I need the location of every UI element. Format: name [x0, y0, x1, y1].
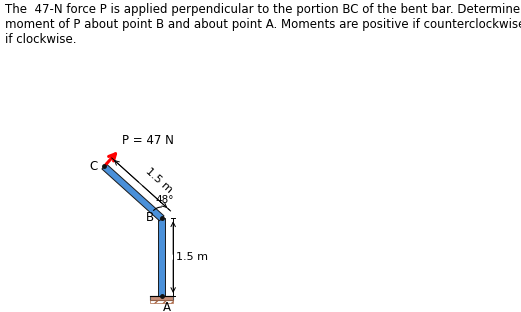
Text: A: A — [163, 301, 171, 312]
Text: 48°: 48° — [156, 195, 174, 205]
Text: 1.5 m: 1.5 m — [176, 252, 208, 262]
Polygon shape — [158, 218, 165, 296]
Bar — [150, 300, 173, 303]
Text: P = 47 N: P = 47 N — [122, 134, 173, 147]
Polygon shape — [102, 164, 164, 221]
Text: 1.5 m: 1.5 m — [144, 166, 175, 194]
Text: C: C — [89, 160, 97, 173]
Text: The  47-N force P is applied perpendicular to the portion BC of the bent bar. De: The 47-N force P is applied perpendicula… — [5, 3, 521, 46]
Bar — [150, 296, 173, 300]
Text: B: B — [145, 211, 154, 224]
